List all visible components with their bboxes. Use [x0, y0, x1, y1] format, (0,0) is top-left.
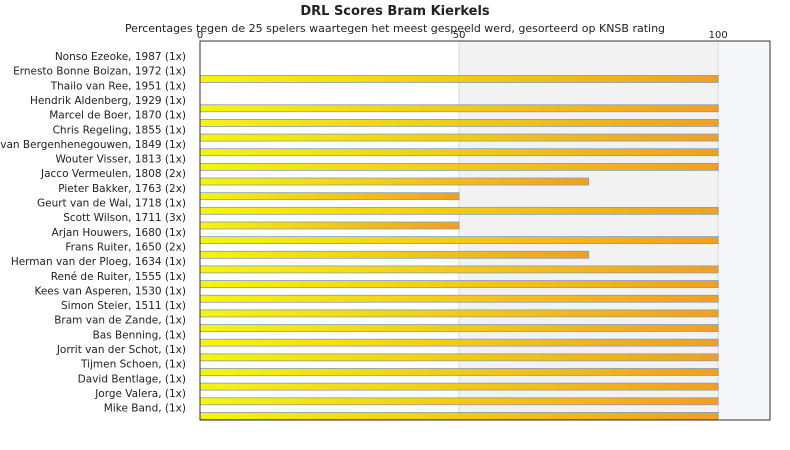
bar	[199, 412, 719, 420]
category-label: Scott Wilson, 1711 (3x)	[63, 212, 186, 224]
bar	[199, 250, 590, 259]
category-label: Bas Benning, (1x)	[93, 329, 186, 341]
bar	[199, 148, 719, 157]
bar	[199, 104, 719, 113]
bar	[199, 338, 719, 347]
bar	[199, 280, 719, 288]
bar	[199, 265, 719, 274]
bar	[199, 192, 460, 201]
bar	[199, 162, 719, 171]
category-label: Bram van de Zande, (1x)	[54, 315, 186, 327]
category-label: Jorge Valera, (1x)	[94, 388, 186, 400]
category-label: Jorrit van der Schot, (1x)	[56, 344, 186, 356]
category-label: Arjan Houwers, 1680 (1x)	[52, 227, 186, 239]
x-tick-label: 50	[453, 30, 466, 41]
bar	[199, 397, 719, 406]
bar	[199, 221, 460, 230]
category-label: Frans Ruiter, 1650 (2x)	[65, 241, 186, 253]
bar	[199, 309, 719, 318]
category-label: Pieter Bakker, 1763 (2x)	[58, 183, 186, 195]
bar	[199, 133, 719, 142]
category-label: Chris Regeling, 1855 (1x)	[53, 124, 186, 136]
category-label: Marcel de Boer, 1870 (1x)	[49, 110, 186, 122]
chart-title: DRL Scores Bram Kierkels	[300, 4, 490, 19]
bar	[199, 382, 719, 391]
category-label: Tijmen Schoen, (1x)	[80, 359, 186, 371]
plot-frame	[199, 40, 771, 421]
bar	[199, 236, 719, 245]
category-label: René de Ruiter, 1555 (1x)	[51, 271, 186, 283]
plot-band	[459, 41, 719, 420]
category-label: Jacco Vermeulen, 1808 (2x)	[40, 168, 186, 180]
category-label: David Bentlage, (1x)	[78, 373, 186, 385]
bar	[199, 177, 590, 186]
category-label: Thailo van Ree, 1951 (1x)	[50, 80, 186, 92]
x-tick-label: 100	[709, 30, 728, 41]
bar	[199, 75, 719, 83]
bar	[199, 206, 719, 215]
plot-band-right	[718, 41, 770, 420]
category-label: Mike Band, (1x)	[104, 403, 186, 415]
bar	[199, 324, 719, 332]
bar	[199, 119, 719, 127]
chart-subtitle: Percentages tegen de 25 spelers waartege…	[124, 22, 666, 35]
bar	[199, 353, 719, 362]
bar	[199, 368, 719, 376]
category-label: Kees van Asperen, 1530 (1x)	[34, 285, 186, 297]
category-label: Geurt van de Wal, 1718 (1x)	[37, 198, 186, 210]
category-label: Simon Steier, 1511 (1x)	[61, 300, 186, 312]
category-label: van Bergenhenegouwen, 1849 (1x)	[0, 139, 186, 151]
category-label: Nonso Ezeoke, 1987 (1x)	[55, 51, 186, 63]
category-label: Ernesto Bonne Boizan, 1972 (1x)	[13, 66, 186, 78]
category-label: Herman van der Ploeg, 1634 (1x)	[11, 256, 186, 268]
category-label: Hendrik Aldenberg, 1929 (1x)	[30, 95, 186, 107]
x-tick-label: 0	[197, 30, 203, 41]
bar	[199, 294, 719, 303]
category-label: Wouter Visser, 1813 (1x)	[56, 154, 187, 166]
